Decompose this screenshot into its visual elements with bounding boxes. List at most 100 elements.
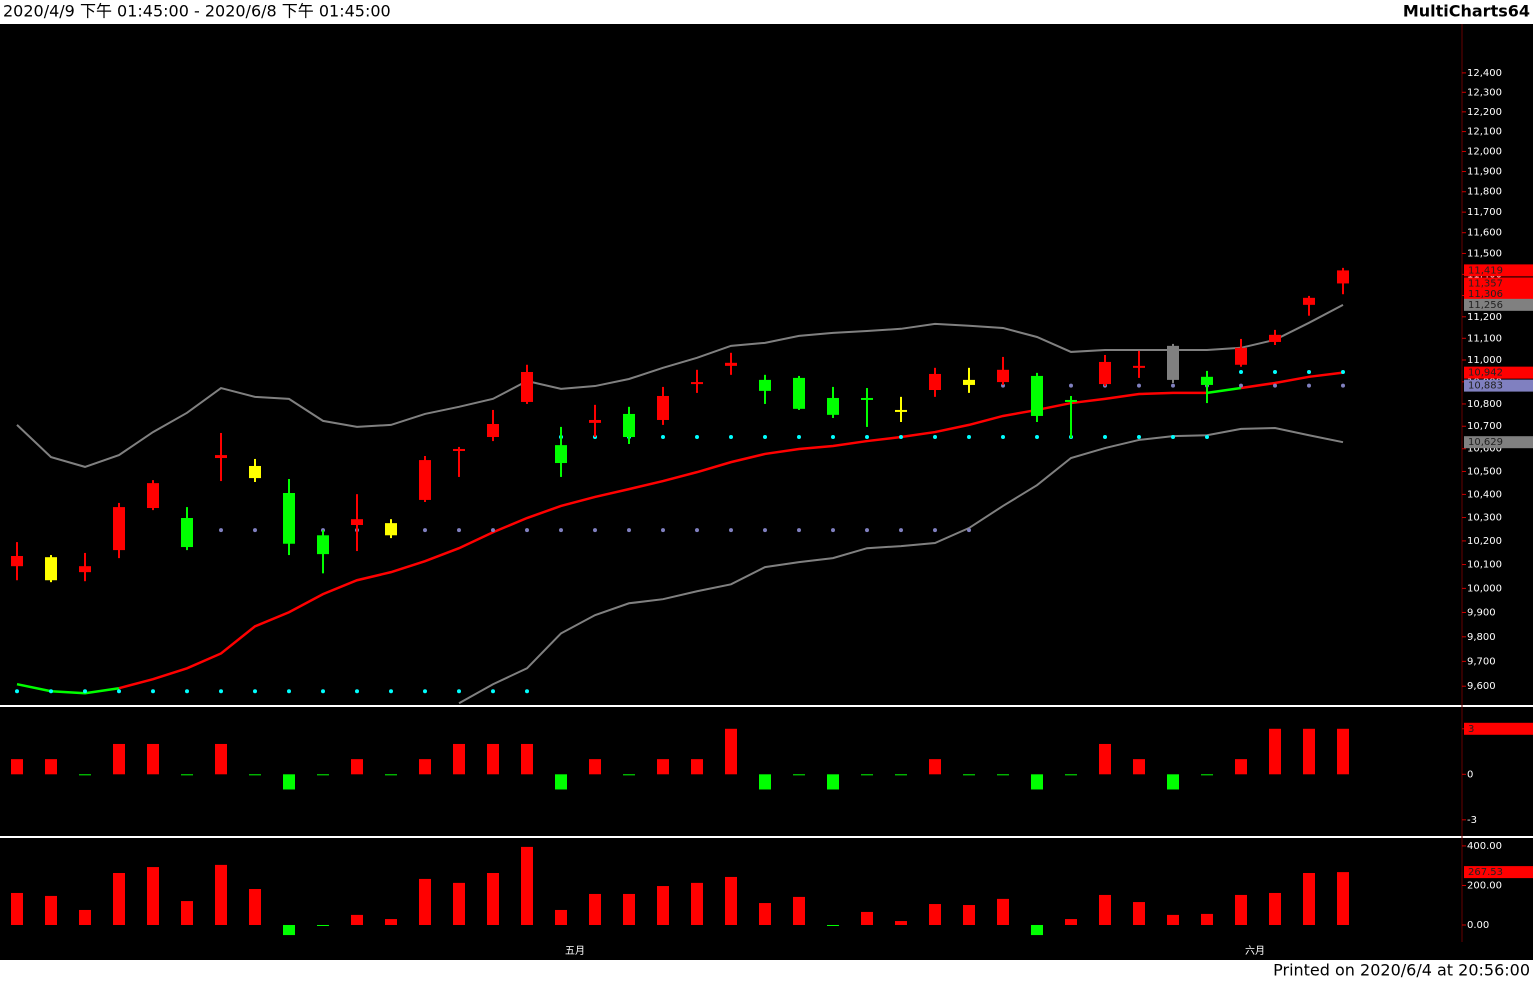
stop-dot xyxy=(219,689,223,694)
stop-dot xyxy=(185,689,189,694)
stop-dot xyxy=(457,528,461,533)
candle-body xyxy=(1065,399,1077,402)
candle-body xyxy=(657,395,669,420)
histogram-bar xyxy=(1133,902,1145,925)
histogram-bar xyxy=(283,774,295,790)
histogram-bar xyxy=(895,774,907,776)
histogram-bar xyxy=(283,924,295,936)
stop-dot xyxy=(763,528,767,533)
y-tick-label: 12,000 xyxy=(1467,146,1502,157)
price-plot xyxy=(11,267,1349,705)
candle-body xyxy=(759,379,771,391)
histogram-bar xyxy=(623,774,635,776)
histogram-bar xyxy=(79,774,91,776)
candle-body xyxy=(623,413,635,438)
header-bar xyxy=(0,0,1533,24)
stop-dot xyxy=(1239,369,1243,374)
stop-dot xyxy=(593,528,597,533)
histogram-bar xyxy=(929,759,941,775)
stop-dot xyxy=(1035,435,1039,440)
histogram-bar xyxy=(1235,894,1247,925)
candle-body xyxy=(419,460,431,500)
histogram-bar xyxy=(181,774,193,776)
y-tick-label: 10,300 xyxy=(1467,513,1502,524)
y-tick-label: 11,100 xyxy=(1467,333,1502,344)
price-marker-label: 10,942 xyxy=(1468,368,1503,379)
stop-dot xyxy=(797,435,801,440)
y-tick-label: 10,100 xyxy=(1467,560,1502,571)
y-tick-label: 11,500 xyxy=(1467,248,1502,259)
stop-dot xyxy=(83,689,87,694)
stop-dot xyxy=(1171,383,1175,388)
stop-dot xyxy=(423,689,427,694)
stop-dot xyxy=(695,435,699,440)
y-tick-label: 11,700 xyxy=(1467,207,1502,218)
candle-body xyxy=(147,483,159,509)
stop-dot xyxy=(1171,435,1175,440)
histogram-bar xyxy=(725,876,737,925)
stop-dot xyxy=(525,528,529,533)
footer-bar xyxy=(0,960,1533,982)
stop-dot xyxy=(15,689,19,694)
stop-dot xyxy=(1273,369,1277,374)
histogram-bar xyxy=(249,774,261,776)
histogram-bar xyxy=(623,893,635,925)
histogram-bar xyxy=(11,892,23,925)
stop-dot xyxy=(831,435,835,440)
histogram-bar xyxy=(45,895,57,925)
stop-dot xyxy=(1137,383,1141,388)
middle-line xyxy=(118,391,1207,690)
candle-body xyxy=(1201,376,1213,385)
histogram-bar xyxy=(1031,924,1043,936)
middle-line xyxy=(1240,371,1344,390)
y-tick-label: 10,200 xyxy=(1467,536,1502,547)
stop-dot xyxy=(1137,435,1141,440)
band-line xyxy=(458,427,1344,705)
candle-body xyxy=(861,397,873,400)
price-marker xyxy=(1464,298,1533,311)
histogram-bar xyxy=(113,743,125,775)
band-line xyxy=(16,303,1344,468)
price-marker xyxy=(1464,264,1533,277)
price-marker-label: 11,357 xyxy=(1468,278,1503,289)
candle-body xyxy=(793,377,805,409)
histogram-bar xyxy=(963,774,975,776)
stop-dot xyxy=(831,528,835,533)
price-marker xyxy=(1464,366,1533,379)
candle-body xyxy=(929,373,941,391)
histogram-bar xyxy=(1201,774,1213,776)
y-tick-label: 12,300 xyxy=(1467,87,1502,98)
stop-dot xyxy=(219,528,223,533)
price-marker xyxy=(1464,379,1533,392)
candle-body xyxy=(181,518,193,548)
y-tick-label: 400.00 xyxy=(1467,841,1502,852)
y-tick-label: 11,900 xyxy=(1467,167,1502,178)
print-stamp: Printed on 2020/6/4 at 20:56:00 xyxy=(1273,961,1530,980)
histogram-bar xyxy=(317,774,329,776)
stop-dot xyxy=(253,689,257,694)
histogram-bar xyxy=(419,759,431,775)
candle-body xyxy=(283,493,295,544)
histogram-bar xyxy=(895,921,907,925)
stop-dot xyxy=(933,435,937,440)
stop-dot xyxy=(661,435,665,440)
price-marker xyxy=(1464,436,1533,449)
stop-dot xyxy=(49,689,53,694)
y-tick-label: 9,600 xyxy=(1467,681,1496,692)
y-tick-label: 10,400 xyxy=(1467,489,1502,500)
price-marker-label: 11,256 xyxy=(1468,300,1503,311)
price-marker-label: 11,419 xyxy=(1468,265,1503,276)
histogram-bar xyxy=(215,864,227,925)
candle-body xyxy=(1167,345,1179,380)
histogram-bar xyxy=(1269,892,1281,925)
stop-dot xyxy=(763,435,767,440)
histogram-bar xyxy=(793,774,805,776)
histogram-bar xyxy=(79,909,91,925)
y-tick-label: 10,000 xyxy=(1467,583,1502,594)
histogram-bar xyxy=(147,743,159,775)
stop-dot xyxy=(1307,369,1311,374)
histogram-bar xyxy=(997,774,1009,776)
histogram-bar xyxy=(487,873,499,925)
